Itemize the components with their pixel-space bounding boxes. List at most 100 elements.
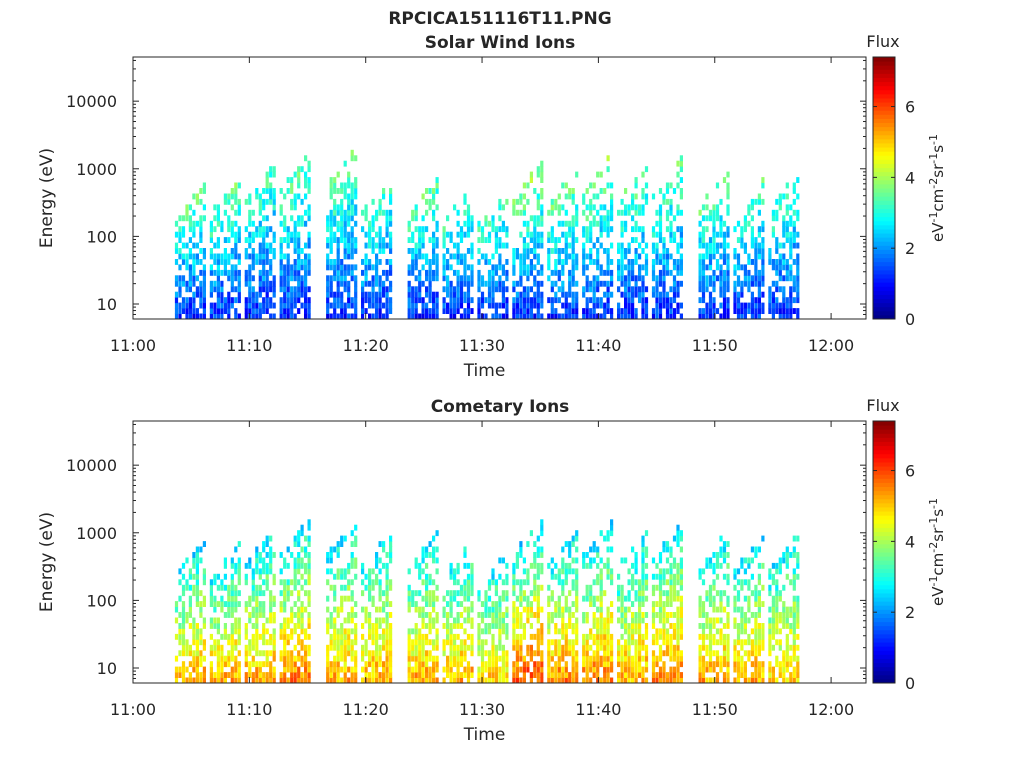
heatmap-cell	[733, 650, 737, 657]
heatmap-cell	[743, 242, 747, 249]
heatmap-cell	[575, 557, 579, 564]
heatmap-cell	[446, 248, 450, 254]
heatmap-cell	[470, 215, 474, 222]
heatmap-cell	[347, 204, 351, 211]
heatmap-cell	[494, 590, 498, 597]
heatmap-cell	[631, 237, 635, 243]
heatmap-cell	[658, 220, 663, 227]
heatmap-cell	[782, 242, 786, 249]
heatmap-cell	[662, 259, 666, 265]
heatmap-cell	[385, 677, 389, 684]
heatmap-cell	[743, 623, 747, 629]
heatmap-cell	[411, 269, 415, 276]
heatmap-cell	[336, 606, 340, 613]
heatmap-cell	[519, 297, 523, 304]
heatmap-cell	[371, 601, 375, 607]
heatmap-cell	[698, 253, 702, 260]
heatmap-cell	[237, 280, 241, 287]
heatmap-cell	[326, 215, 330, 222]
heatmap-cell	[529, 177, 533, 183]
heatmap-cell	[378, 242, 382, 249]
heatmap-cell	[775, 661, 779, 668]
heatmap-cell	[220, 297, 224, 304]
heatmap-cell	[540, 546, 544, 553]
heatmap-cell	[463, 546, 467, 553]
heatmap-cell	[722, 291, 727, 298]
heatmap-cell	[304, 291, 308, 298]
heatmap-cell	[536, 672, 540, 678]
heatmap-cell	[350, 590, 354, 597]
x-tick-label: 11:00	[110, 700, 156, 719]
heatmap-cell	[494, 601, 498, 607]
heatmap-cell	[658, 275, 663, 282]
heatmap-cell	[603, 535, 607, 542]
heatmap-cell	[529, 269, 533, 276]
heatmap-cell	[230, 302, 234, 309]
heatmap-cell	[554, 248, 558, 254]
heatmap-cell	[568, 590, 572, 597]
heatmap-cell	[651, 291, 656, 298]
heatmap-cell	[736, 639, 741, 646]
heatmap-cell	[223, 655, 227, 662]
heatmap-cell	[178, 226, 182, 233]
heatmap-cell	[202, 623, 206, 629]
heatmap-cell	[272, 579, 276, 586]
heatmap-cell	[726, 313, 730, 320]
heatmap-cell	[743, 628, 747, 635]
heatmap-cell	[789, 612, 793, 618]
heatmap-cell	[262, 633, 266, 640]
heatmap-cell	[333, 264, 337, 271]
heatmap-cell	[258, 573, 262, 580]
heatmap-cell	[561, 579, 565, 586]
heatmap-cell	[340, 573, 344, 580]
heatmap-cell	[627, 677, 631, 684]
heatmap-cell	[736, 302, 741, 309]
heatmap-cell	[333, 269, 337, 276]
heatmap-cell	[796, 297, 800, 304]
heatmap-cell	[708, 308, 713, 314]
heatmap-cell	[540, 215, 544, 222]
heatmap-cell	[754, 639, 758, 646]
heatmap-cell	[540, 628, 544, 635]
heatmap-cell	[792, 595, 796, 602]
heatmap-cell	[526, 579, 530, 586]
heatmap-cell	[378, 198, 382, 205]
heatmap-cell	[350, 269, 354, 276]
heatmap-cell	[624, 313, 628, 320]
heatmap-cell	[631, 677, 635, 684]
heatmap-cell	[407, 237, 411, 243]
heatmap-cell	[213, 280, 217, 287]
heatmap-cell	[599, 215, 603, 222]
heatmap-cell	[378, 584, 382, 591]
heatmap-cell	[484, 628, 488, 635]
heatmap-cell	[411, 237, 415, 243]
heatmap-cell	[223, 237, 227, 243]
heatmap-cell	[655, 562, 659, 569]
heatmap-cell	[782, 601, 786, 607]
heatmap-cell	[750, 259, 754, 265]
colorbar-step	[873, 126, 895, 132]
heatmap-cell	[676, 302, 680, 309]
heatmap-cell	[494, 623, 498, 629]
heatmap-cell	[453, 568, 457, 575]
heatmap-cell	[220, 595, 224, 602]
heatmap-cell	[719, 546, 723, 553]
heatmap-cell	[771, 628, 775, 635]
heatmap-cell	[761, 644, 765, 651]
heatmap-cell	[568, 541, 572, 547]
heatmap-cell	[333, 177, 337, 183]
heatmap-cell	[536, 204, 540, 211]
heatmap-cell	[385, 275, 389, 282]
heatmap-cell	[571, 568, 575, 575]
heatmap-cell	[512, 628, 516, 635]
heatmap-cell	[676, 291, 680, 298]
heatmap-cell	[726, 655, 730, 662]
heatmap-cell	[698, 220, 702, 227]
heatmap-cell	[761, 628, 765, 635]
heatmap-cell	[634, 280, 638, 287]
heatmap-cell	[421, 650, 425, 657]
heatmap-cell	[519, 677, 523, 684]
heatmap-cell	[568, 623, 572, 629]
heatmap-cell	[624, 220, 628, 227]
heatmap-cell	[708, 633, 713, 640]
